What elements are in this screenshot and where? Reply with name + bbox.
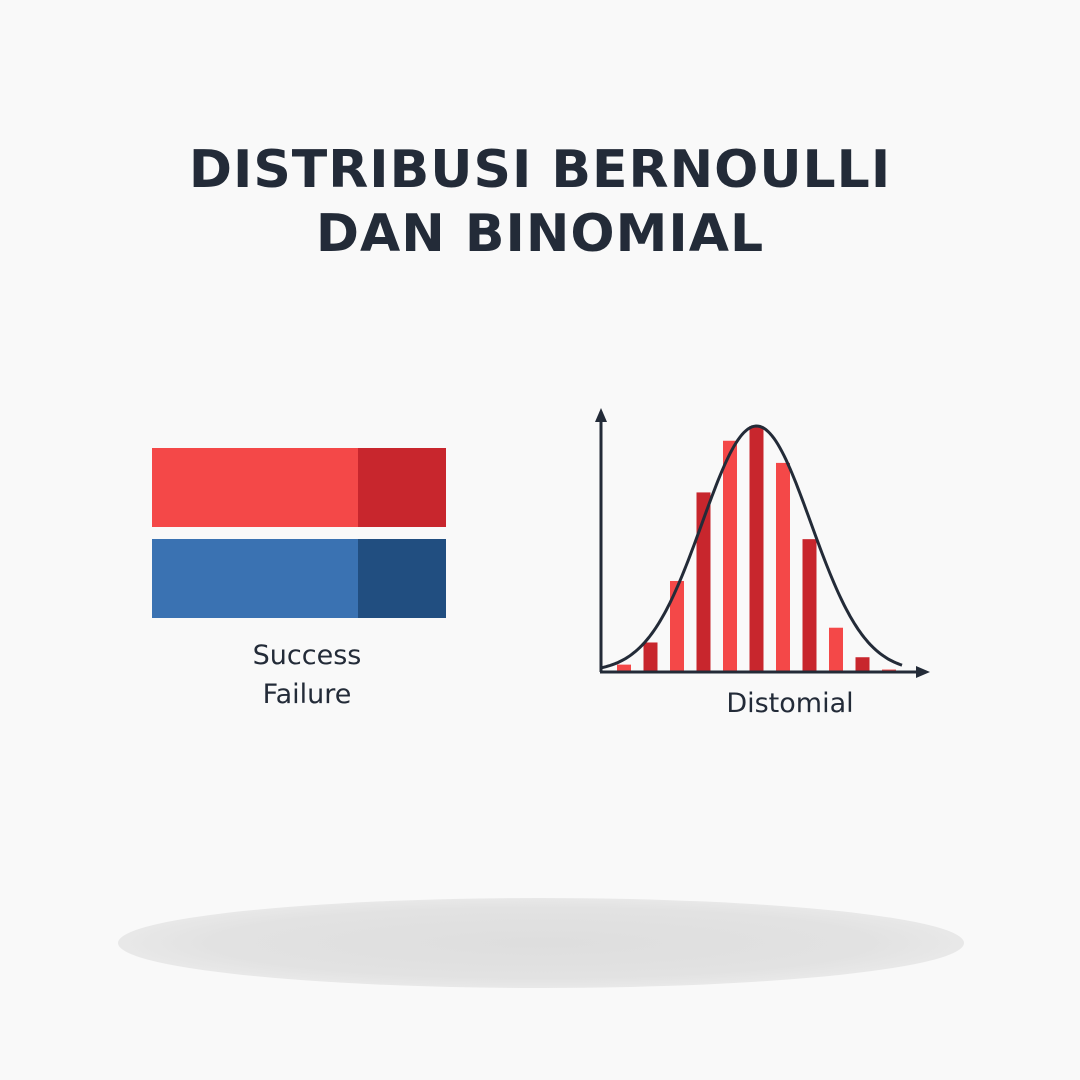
x-axis <box>600 666 930 678</box>
label-failure: Failure <box>262 679 352 710</box>
binomial-chart <box>595 408 930 678</box>
binomial-bar <box>749 426 764 672</box>
label-success: Success <box>252 640 362 671</box>
binomial-bar <box>776 462 790 672</box>
title-line-2: DAN BINOMIAL <box>315 204 765 264</box>
success-bar-minor <box>357 448 446 527</box>
title-line-1: DISTRIBUSI BERNOULLI <box>188 140 892 200</box>
failure-bar-minor <box>357 539 446 618</box>
failure-bar <box>152 539 446 618</box>
bernoulli-labels: Success Failure <box>152 636 462 714</box>
binomial-bars <box>617 426 896 672</box>
x-axis-arrow-icon <box>916 666 930 678</box>
normal-curve <box>599 424 903 670</box>
y-axis-arrow-icon <box>595 408 607 422</box>
success-bar <box>152 448 446 527</box>
binomial-bar <box>855 657 870 672</box>
binomial-bar <box>802 539 817 672</box>
binomial-bar <box>670 580 684 672</box>
binomial-bar <box>617 664 631 672</box>
x-axis-label: Distomial <box>726 688 854 719</box>
y-axis <box>595 408 607 672</box>
bernoulli-chart <box>152 448 446 618</box>
failure-bar-major <box>152 539 358 618</box>
binomial-bar <box>696 492 711 672</box>
success-bar-major <box>152 448 358 527</box>
floor-shadow <box>118 898 964 988</box>
binomial-bar <box>723 440 737 672</box>
page-title: DISTRIBUSI BERNOULLI DAN BINOMIAL <box>0 138 1080 266</box>
binomial-bar <box>643 642 658 672</box>
binomial-bar <box>829 627 843 672</box>
